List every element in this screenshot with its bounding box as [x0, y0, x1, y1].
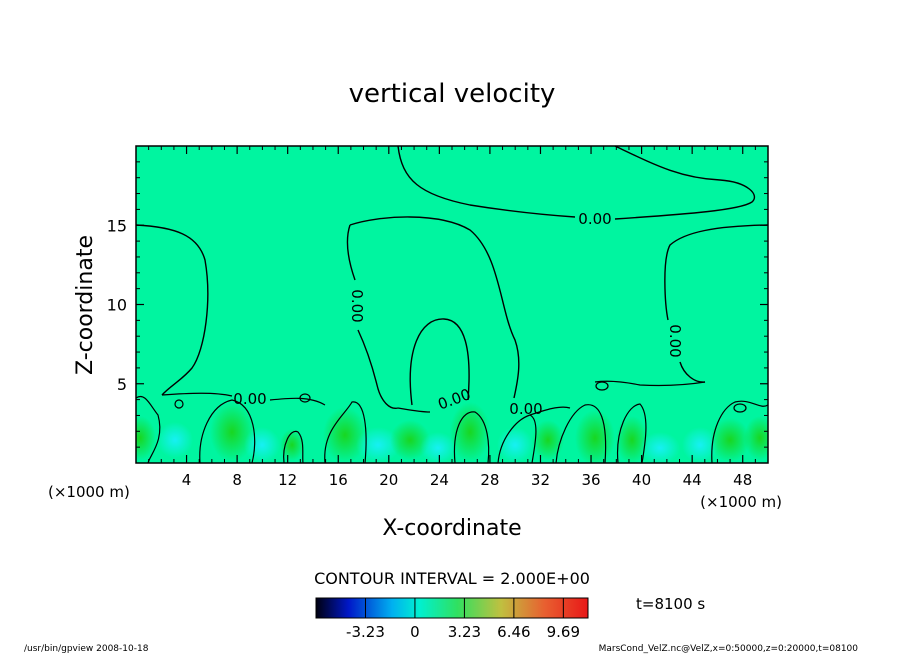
field-blob [640, 432, 680, 463]
contour-line-dome [409, 318, 470, 406]
x-unit-label-right: (×1000 m) [700, 493, 782, 511]
y-tick-label: 15 [107, 216, 127, 235]
colorbar-ticks: -3.23 0 3.23 6.46 9.69 [346, 598, 580, 641]
field-blob [420, 432, 456, 463]
surface-contour-a [135, 395, 161, 464]
surface-contour-g [555, 404, 607, 464]
contour-line-upper [397, 145, 756, 220]
x-tick-label: 12 [278, 471, 297, 489]
contour-label: 0.00 [578, 210, 611, 228]
x-unit-label-left: (×1000 m) [48, 483, 130, 501]
field-blob [497, 427, 533, 463]
y-axis-title: Z-coordinate [73, 235, 98, 375]
surface-contour-cell-1 [174, 399, 184, 409]
field-blob [682, 427, 718, 463]
surface-contour-h [616, 403, 647, 464]
field-blob [210, 402, 254, 462]
x-tick-label: 48 [733, 471, 752, 489]
x-tick-label: 24 [430, 471, 449, 489]
x-tick-label: 28 [480, 471, 499, 489]
field-blob [136, 416, 156, 460]
contour-lines [135, 145, 769, 409]
x-tick-label: 44 [683, 471, 702, 489]
colorbar-tick-label: 9.69 [547, 623, 580, 641]
y-tick-label: 5 [117, 375, 127, 394]
field-blob [532, 420, 564, 460]
contour-label: 0.00 [509, 400, 542, 418]
chart-title: vertical velocity [349, 79, 556, 109]
x-tick-label: 32 [531, 471, 550, 489]
field-blob [280, 429, 304, 461]
colorbar-tick-label: 3.23 [448, 623, 481, 641]
surface-contour-e [453, 411, 490, 464]
footer-right: MarsCond_VelZ.nc@VelZ,x=0:50000,z=0:2000… [599, 644, 859, 654]
x-tick-label: 8 [232, 471, 242, 489]
colorbar [315, 597, 589, 619]
field-blob [356, 427, 400, 463]
x-tick-label: 40 [632, 471, 651, 489]
contour-label: 0.00 [233, 390, 266, 408]
surface-contour-cell-4 [595, 381, 609, 391]
surface-contour-j [161, 380, 706, 406]
colorbar-tick-label: 0 [410, 623, 420, 641]
field-blob [157, 422, 193, 458]
time-label: t=8100 s [636, 595, 705, 613]
field-blob [575, 410, 615, 463]
contour-line-left [135, 224, 209, 396]
contour-label: 0.00 [666, 324, 684, 357]
surface-contour-c [283, 430, 304, 464]
surface-contour-cell-2 [299, 393, 311, 403]
colorbar-tick-label: 6.46 [497, 623, 530, 641]
contour-interval-text: CONTOUR INTERVAL = 2.000E+00 [314, 569, 590, 588]
colorbar-tick-label: -3.23 [346, 623, 385, 641]
surface-contour-k [397, 406, 571, 416]
x-tick-label: 20 [379, 471, 398, 489]
field-blob [710, 418, 750, 462]
x-tick-label: 16 [329, 471, 348, 489]
low-level-field [136, 402, 768, 463]
plot-area: 0.00 0.00 0.00 0.00 0.00 0.00 4 8 12 16 20 24… [107, 145, 769, 489]
x-axis-title: X-coordinate [382, 516, 521, 541]
surface-contour-cell-3 [733, 403, 747, 413]
contour-label: 0.00 [348, 289, 366, 322]
y-tick-label: 10 [107, 296, 127, 315]
x-tick-label: 4 [182, 471, 192, 489]
contour-line-center-left [346, 224, 399, 409]
field-blob [244, 427, 280, 463]
surface-contours [135, 380, 769, 464]
footer-left: /usr/bin/gpview 2008-10-18 [24, 644, 149, 654]
field-blob [616, 416, 648, 463]
field-blob [390, 420, 430, 460]
surface-contour-d [324, 401, 367, 464]
field-blob [323, 407, 367, 463]
field-blob [744, 416, 768, 460]
contour-line-center [349, 216, 520, 399]
surface-contour-i [711, 400, 769, 464]
surface-contour-b [199, 399, 256, 464]
x-tick-label: 36 [581, 471, 600, 489]
